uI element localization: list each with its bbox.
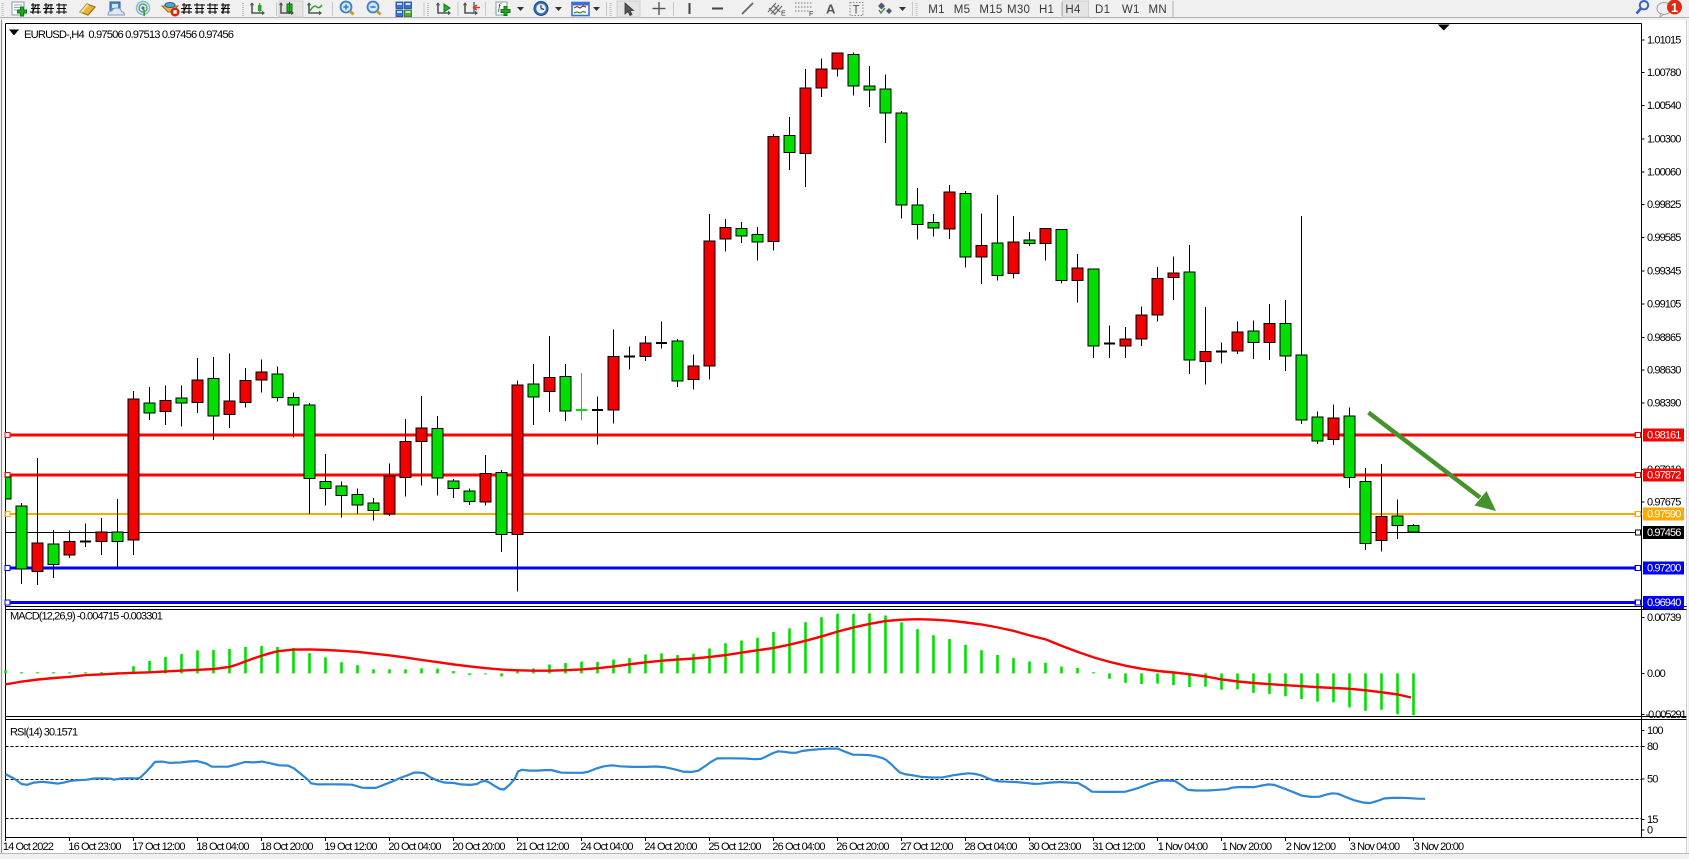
svg-text:24 Oct 04:00: 24 Oct 04:00 [580, 841, 633, 853]
svg-text:0.97456: 0.97456 [1647, 527, 1681, 539]
svg-text:20 Oct 04:00: 20 Oct 04:00 [388, 841, 441, 853]
svg-text:2 Nov 12:00: 2 Nov 12:00 [1286, 841, 1336, 853]
svg-text:100: 100 [1647, 725, 1663, 737]
svg-text:T: T [853, 5, 860, 17]
svg-text:21 Oct 12:00: 21 Oct 12:00 [516, 841, 569, 853]
svg-text:26 Oct 20:00: 26 Oct 20:00 [836, 841, 889, 853]
svg-text:0.99825: 0.99825 [1647, 199, 1681, 211]
svg-text:H1: H1 [1039, 4, 1054, 16]
svg-text:19 Oct 12:00: 19 Oct 12:00 [324, 841, 377, 853]
svg-text:MACD(12,26,9) -0.004715 -0.003: MACD(12,26,9) -0.004715 -0.003301 [10, 611, 163, 623]
svg-text:27 Oct 12:00: 27 Oct 12:00 [900, 841, 953, 853]
svg-text:1.00300: 1.00300 [1647, 133, 1681, 145]
svg-text:M5: M5 [954, 4, 971, 16]
svg-text:M1: M1 [928, 4, 945, 16]
svg-text:0.98390: 0.98390 [1647, 398, 1681, 410]
svg-text:1 Nov 20:00: 1 Nov 20:00 [1222, 841, 1272, 853]
svg-text:0.98161: 0.98161 [1647, 429, 1681, 441]
svg-text:31 Oct 12:00: 31 Oct 12:00 [1092, 841, 1145, 853]
svg-text:E: E [781, 11, 786, 18]
svg-text:26 Oct 04:00: 26 Oct 04:00 [772, 841, 825, 853]
svg-text:f: f [498, 2, 502, 12]
svg-text:D1: D1 [1095, 4, 1110, 16]
svg-text:28 Oct 04:00: 28 Oct 04:00 [964, 841, 1017, 853]
svg-text:-0.005291: -0.005291 [1646, 709, 1687, 721]
svg-text:25 Oct 12:00: 25 Oct 12:00 [708, 841, 761, 853]
svg-text:0.99585: 0.99585 [1647, 232, 1681, 244]
svg-text:3 Nov 20:00: 3 Nov 20:00 [1414, 841, 1464, 853]
svg-text:0.99345: 0.99345 [1647, 265, 1681, 277]
svg-text:0.00739: 0.00739 [1647, 612, 1681, 624]
svg-text:0.97872: 0.97872 [1647, 469, 1681, 481]
svg-text:14 Oct 2022: 14 Oct 2022 [3, 841, 54, 853]
svg-text:1.01015: 1.01015 [1647, 34, 1681, 46]
svg-text:0.97675: 0.97675 [1647, 496, 1681, 508]
svg-text:1.00060: 1.00060 [1647, 167, 1681, 179]
svg-text:EURUSD-,H4 0.97506 0.97513 0.: EURUSD-,H4 0.97506 0.97513 0.97456 0.974… [24, 29, 234, 41]
svg-text:0.00: 0.00 [1647, 668, 1666, 680]
svg-text:F: F [809, 11, 813, 18]
svg-text:0.97200: 0.97200 [1647, 562, 1681, 574]
svg-text:0.99105: 0.99105 [1647, 299, 1681, 311]
svg-text:0.98865: 0.98865 [1647, 332, 1681, 344]
svg-text:18 Oct 04:00: 18 Oct 04:00 [196, 841, 249, 853]
svg-text:0: 0 [1647, 824, 1653, 836]
svg-text:M15: M15 [979, 4, 1002, 16]
svg-text:0.96940: 0.96940 [1647, 597, 1681, 609]
svg-text:18 Oct 20:00: 18 Oct 20:00 [260, 841, 313, 853]
svg-text:15: 15 [1647, 814, 1658, 826]
svg-text:16 Oct 23:00: 16 Oct 23:00 [68, 841, 121, 853]
svg-text:20 Oct 20:00: 20 Oct 20:00 [452, 841, 505, 853]
svg-text:1.00780: 1.00780 [1647, 67, 1681, 79]
svg-text:30 Oct 23:00: 30 Oct 23:00 [1028, 841, 1081, 853]
svg-text:1 Nov 04:00: 1 Nov 04:00 [1158, 841, 1208, 853]
svg-text:RSI(14) 30.1571: RSI(14) 30.1571 [10, 727, 78, 739]
svg-text:M30: M30 [1007, 4, 1030, 16]
svg-text:17 Oct 12:00: 17 Oct 12:00 [132, 841, 185, 853]
svg-text:50: 50 [1647, 773, 1658, 785]
svg-text:W1: W1 [1122, 4, 1140, 16]
svg-text:1.00540: 1.00540 [1647, 100, 1681, 112]
svg-text:0.97590: 0.97590 [1647, 509, 1681, 521]
svg-text:1: 1 [1671, 1, 1678, 15]
svg-text:A: A [826, 2, 836, 17]
svg-text:0.98630: 0.98630 [1647, 364, 1681, 376]
svg-text:80: 80 [1647, 741, 1658, 753]
svg-text:H4: H4 [1065, 4, 1081, 16]
svg-text:MN: MN [1148, 4, 1167, 16]
svg-text:24 Oct 20:00: 24 Oct 20:00 [644, 841, 697, 853]
svg-text:3 Nov 04:00: 3 Nov 04:00 [1350, 841, 1400, 853]
